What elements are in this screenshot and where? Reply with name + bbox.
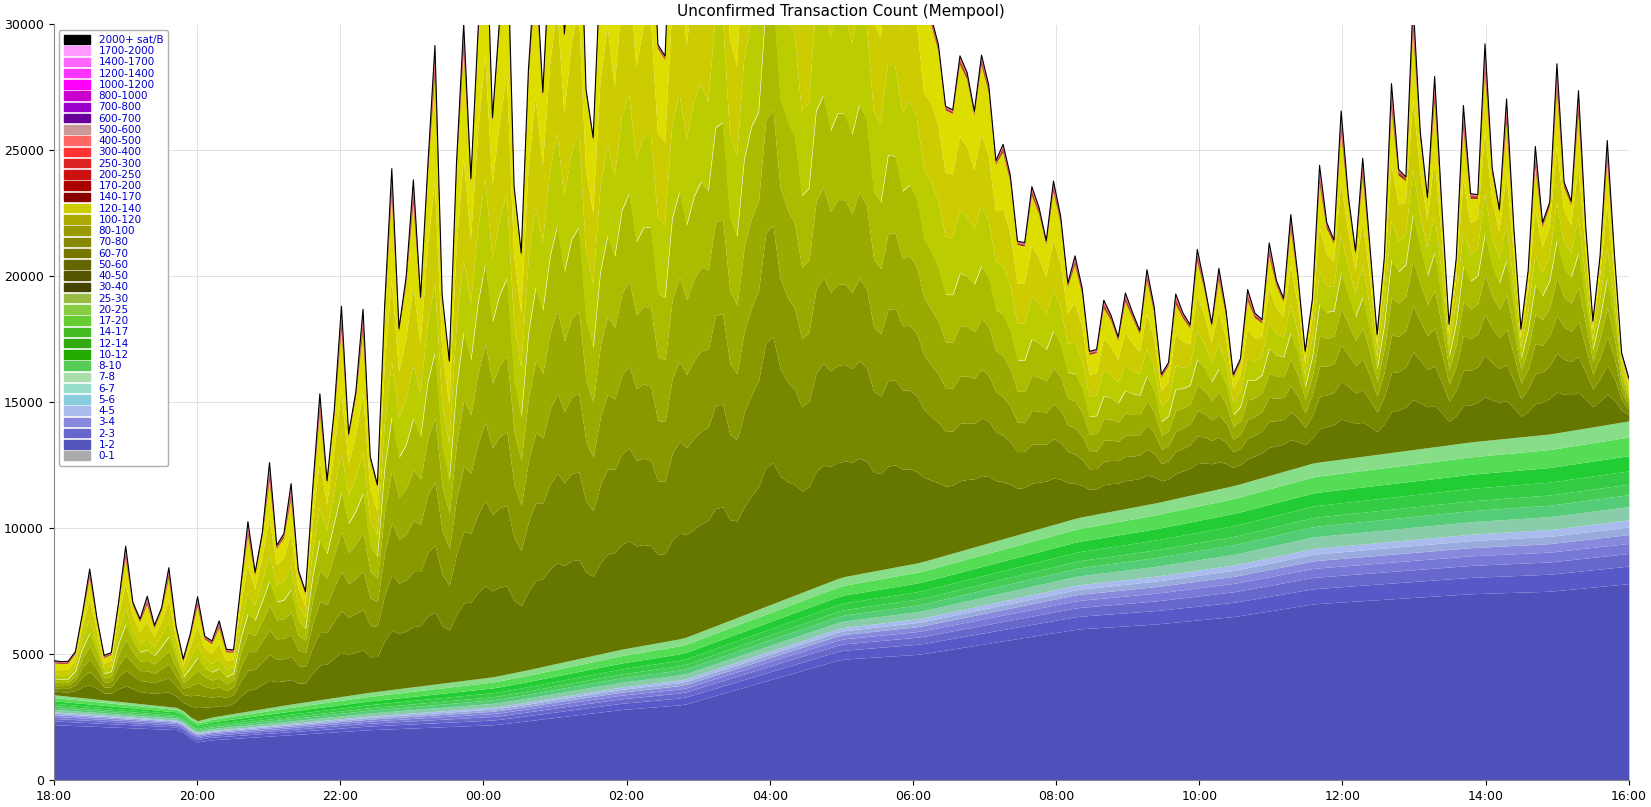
Title: Unconfirmed Transaction Count (Mempool): Unconfirmed Transaction Count (Mempool) (677, 4, 1005, 19)
Legend: 2000+ sat/B, 1700-2000, 1400-1700, 1200-1400, 1000-1200, 800-1000, 700-800, 600-: 2000+ sat/B, 1700-2000, 1400-1700, 1200-… (59, 30, 168, 466)
